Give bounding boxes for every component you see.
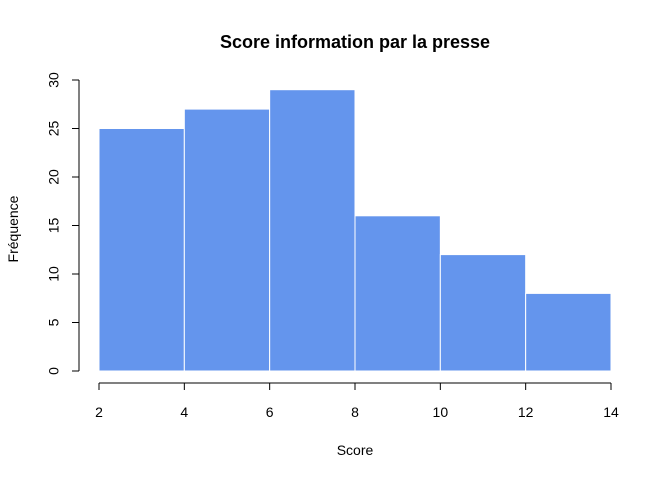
histogram-bar [439,254,527,372]
x-tick-label: 2 [95,404,103,420]
y-tick-label: 5 [46,318,62,326]
bars-group [98,89,612,372]
x-tick-label: 6 [266,404,274,420]
y-axis: 0 5 10 15 20 25 30 [46,72,80,375]
histogram-bar [354,215,441,372]
x-tick-label: 12 [518,404,534,420]
histogram-bar [525,292,612,372]
y-tick-label: 10 [46,266,62,282]
x-tick-label: 8 [351,404,359,420]
x-tick-label: 14 [603,404,619,420]
x-axis: 2 4 6 8 10 12 14 [95,382,619,420]
y-tick-label: 25 [46,121,62,137]
y-tick-label: 20 [46,169,62,185]
y-tick-label: 30 [46,72,62,88]
histogram-bar [98,128,185,372]
chart-title: Score information par la presse [220,32,490,52]
histogram-bar [269,89,356,372]
x-axis-label: Score [337,442,374,458]
y-axis-label: Fréquence [5,195,21,262]
y-tick-label: 15 [46,218,62,234]
x-tick-label: 10 [433,404,449,420]
x-tick-label: 4 [180,404,188,420]
histogram-bar [183,108,271,372]
y-tick-label: 0 [46,367,62,375]
